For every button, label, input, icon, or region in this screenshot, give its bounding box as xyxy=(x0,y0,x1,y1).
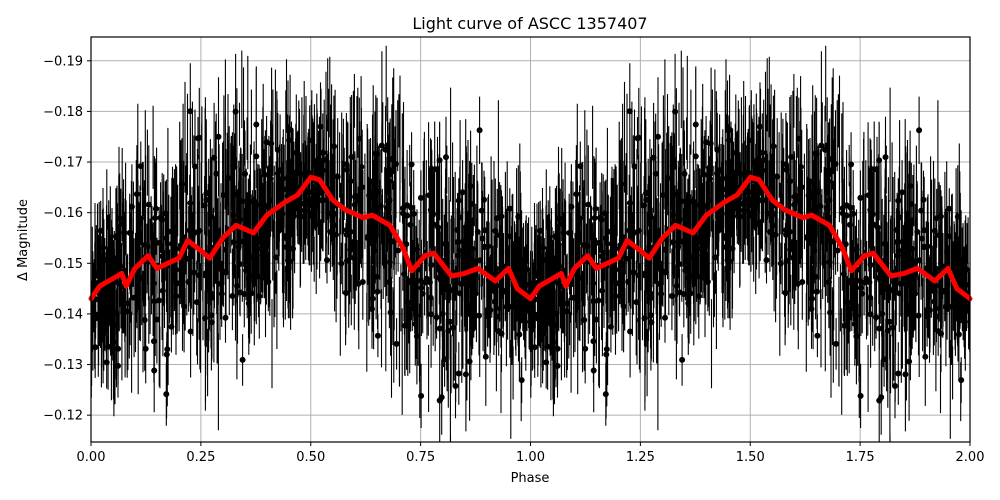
data-points xyxy=(91,45,970,442)
x-tick-label: 1.00 xyxy=(516,450,545,465)
y-tick-label: −0.12 xyxy=(43,409,83,424)
y-tick-label: −0.17 xyxy=(43,156,83,171)
chart-title: Light curve of ASCC 1357407 xyxy=(412,14,647,33)
x-tick-label: 0.50 xyxy=(296,450,325,465)
y-tick-label: −0.16 xyxy=(43,206,83,221)
y-tick-label: −0.19 xyxy=(43,54,83,69)
x-axis-label: Phase xyxy=(511,471,550,486)
y-tick-label: −0.13 xyxy=(43,358,83,373)
x-tick-label: 0.25 xyxy=(186,450,215,465)
y-tick-label: −0.15 xyxy=(43,257,83,272)
x-tick-label: 1.50 xyxy=(736,450,765,465)
x-tick-label: 0.00 xyxy=(77,450,106,465)
y-tick-label: −0.14 xyxy=(43,307,83,322)
x-tick-label: 2.00 xyxy=(956,450,985,465)
x-tick-label: 1.75 xyxy=(846,450,875,465)
y-tick-label: −0.18 xyxy=(43,105,83,120)
x-tick-label: 1.25 xyxy=(626,450,655,465)
x-tick-label: 0.75 xyxy=(406,450,435,465)
y-axis-ticks: −0.19 −0.18 −0.17 −0.16 −0.15 −0.14 −0.13 −0.12 xyxy=(43,54,91,424)
y-axis-label: Δ Magnitude xyxy=(16,199,31,281)
x-axis-ticks: 0.00 0.25 0.50 0.75 1.00 1.25 1.50 1.75 2.00 xyxy=(77,442,985,465)
binned-curve-line xyxy=(88,174,973,302)
